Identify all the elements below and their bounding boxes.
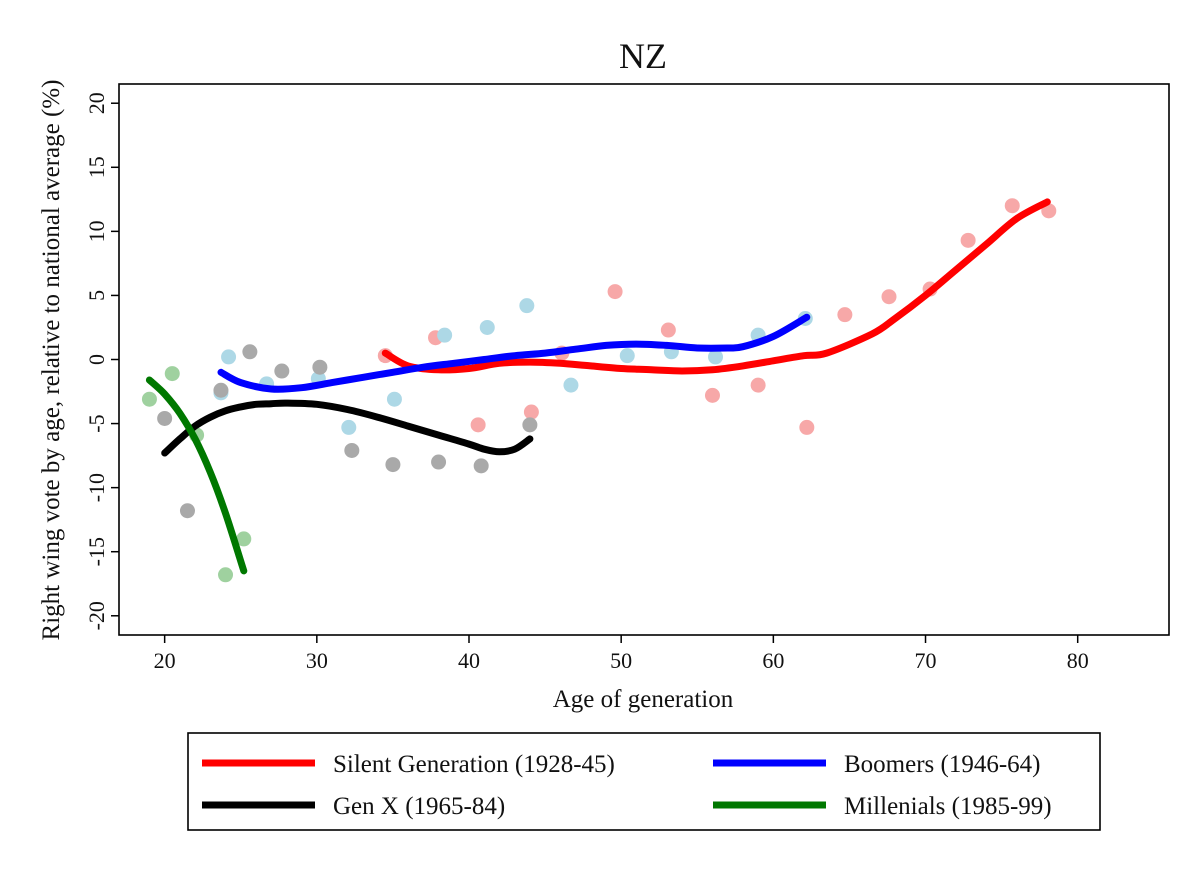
- silent-generation-point: [660, 322, 676, 338]
- silent-generation-point: [1004, 198, 1020, 214]
- gen-x-point: [242, 344, 258, 360]
- gen-x-point: [344, 442, 360, 458]
- silent-generation-point: [881, 289, 897, 305]
- gen-x-point: [385, 457, 401, 473]
- boomers-point: [341, 419, 357, 435]
- y-tick-label: 10: [84, 220, 109, 242]
- y-axis-title: Right wing vote by age, relative to nati…: [38, 80, 65, 641]
- x-tick-label: 60: [762, 648, 784, 673]
- legend-frame: [187, 732, 1101, 831]
- y-tick-label: -10: [84, 473, 109, 502]
- gen-x-point: [312, 359, 328, 375]
- x-tick-label: 80: [1067, 648, 1089, 673]
- legend-label-gen-x: Gen X (1965-84): [333, 793, 505, 820]
- silent-generation-point: [607, 284, 623, 300]
- gen-x-point: [179, 503, 195, 519]
- gen-x-point: [431, 454, 447, 470]
- gen-x-trend-line: [161, 399, 534, 457]
- boomers-point: [221, 349, 237, 365]
- silent-generation-point: [470, 417, 486, 433]
- trend-layer: [145, 198, 1051, 575]
- x-axis: 20 30 40 50 60 70 80: [154, 635, 1089, 673]
- silent-generation-point: [704, 387, 720, 403]
- millenials-trend-line: [145, 376, 248, 575]
- millenials-point: [236, 531, 252, 547]
- y-tick-label: -20: [84, 601, 109, 630]
- gen-x-point: [274, 363, 290, 379]
- legend-label-silent-generation: Silent Generation (1928-45): [333, 751, 615, 778]
- y-tick-label: -5: [84, 414, 109, 432]
- boomers-point: [563, 377, 579, 393]
- millenials-point: [164, 366, 180, 382]
- y-tick-label: 20: [84, 92, 109, 114]
- x-axis-title: Age of generation: [553, 686, 734, 713]
- x-tick-label: 50: [610, 648, 632, 673]
- legend: Silent Generation (1928-45) Boomers (1946…: [187, 732, 1101, 831]
- boomers-point: [519, 298, 535, 314]
- x-tick-label: 30: [306, 648, 328, 673]
- silent-generation-point: [750, 377, 766, 393]
- silent-generation-point: [523, 404, 539, 420]
- silent-generation-point: [837, 307, 853, 323]
- gen-x-point: [522, 417, 538, 433]
- millenials-point: [218, 567, 234, 583]
- x-tick-label: 20: [154, 648, 176, 673]
- gen-x-point: [473, 458, 489, 474]
- legend-label-millenials: Millenials (1985-99): [844, 793, 1052, 820]
- x-tick-label: 40: [458, 648, 480, 673]
- silent-generation-trend-line: [381, 198, 1051, 375]
- y-axis: -20 -15 -10 -5 0 5 10 15 20: [84, 92, 119, 630]
- silent-generation-point: [1041, 203, 1057, 219]
- plot-frame: [118, 83, 1170, 636]
- y-tick-label: -15: [84, 537, 109, 566]
- y-tick-label: 15: [84, 156, 109, 178]
- y-tick-label: 0: [84, 354, 109, 365]
- boomers-point: [437, 327, 453, 343]
- boomers-point: [386, 391, 402, 407]
- silent-generation-point: [960, 232, 976, 248]
- gen-x-point: [157, 410, 173, 426]
- x-tick-label: 70: [915, 648, 937, 673]
- chart-title: NZ: [619, 36, 667, 76]
- boomers-point: [708, 349, 724, 365]
- legend-label-boomers: Boomers (1946-64): [844, 751, 1041, 778]
- boomers-point: [479, 319, 495, 335]
- boomers-point: [619, 348, 635, 364]
- gen-x-point: [213, 382, 229, 398]
- silent-generation-point: [799, 419, 815, 435]
- boomers-trend-line: [217, 313, 811, 393]
- millenials-point: [141, 391, 157, 407]
- y-tick-label: 5: [84, 290, 109, 301]
